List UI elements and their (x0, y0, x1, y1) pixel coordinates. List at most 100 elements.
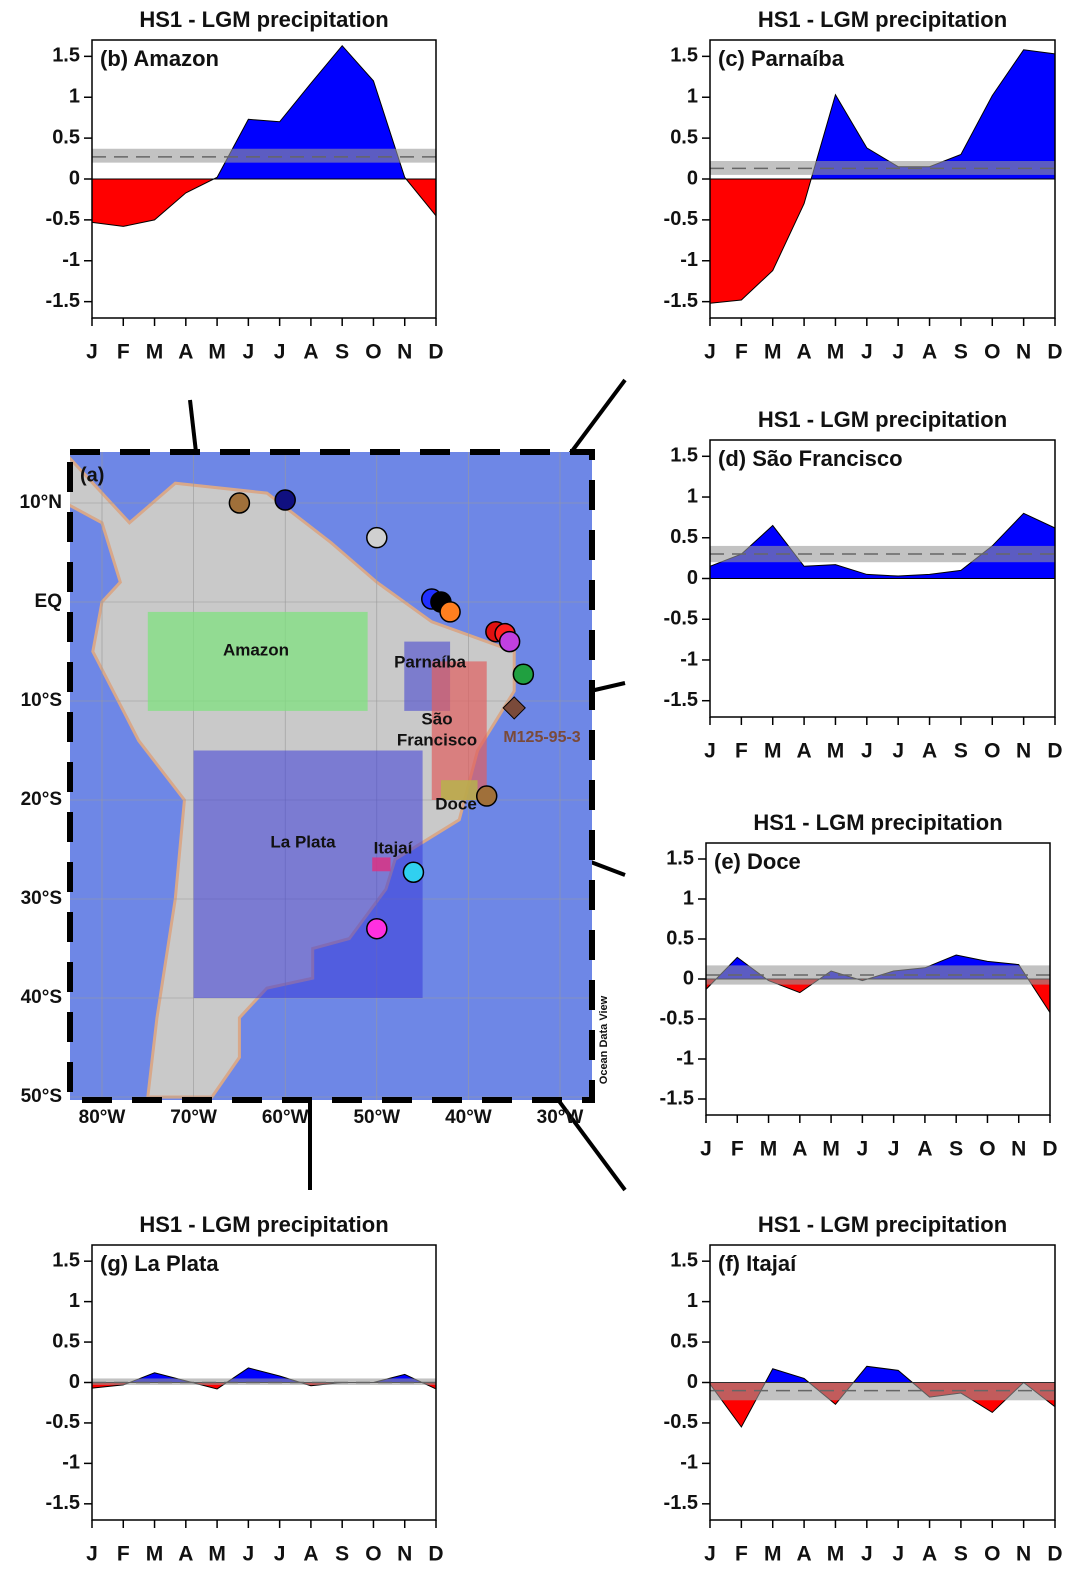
panel: HS1 - LGM precipitation(b) Amazon-1.5-1-… (46, 7, 444, 364)
itajai-box (372, 857, 390, 871)
x-tick-label: J (704, 1543, 716, 1566)
x-tick-label: S (335, 1543, 349, 1566)
chart-title: HS1 - LGM precipitation (758, 1212, 1007, 1237)
x-tick-label: D (1047, 740, 1062, 763)
y-tick-label: -1 (680, 249, 698, 271)
x-tick-label: N (1016, 740, 1031, 763)
x-tick-label: F (735, 1543, 748, 1566)
x-tick-label: S (954, 341, 968, 364)
x-tick-label: M (208, 341, 226, 364)
y-tick-label: 1.5 (52, 45, 80, 67)
x-tick-label: A (922, 740, 937, 763)
site-marker (477, 786, 497, 806)
y-tick-label: 1 (683, 887, 694, 909)
x-tick-label: J (861, 740, 873, 763)
x-tick-label: O (365, 341, 381, 364)
x-tick-label: A (797, 740, 812, 763)
y-tick-label: 0.5 (670, 526, 698, 548)
x-tick-label: N (1016, 341, 1031, 364)
panel: HS1 - LGM precipitation(e) Doce-1.5-1-0.… (660, 810, 1058, 1161)
y-tick-label: -0.5 (664, 208, 698, 230)
x-tick-label: M (760, 1138, 778, 1161)
y-tick-label: -1.5 (660, 1087, 694, 1109)
x-tick-label: A (917, 1138, 932, 1161)
region-label: Francisco (397, 730, 477, 749)
y-tick-label: 0 (69, 1371, 80, 1393)
y-tick-label: 0 (69, 167, 80, 189)
x-tick-label: F (735, 341, 748, 364)
y-tick-label: 1.5 (52, 1249, 80, 1271)
lon-label: 80°W (79, 1107, 126, 1128)
panel: HS1 - LGM precipitation(d) São Francisco… (664, 407, 1063, 763)
y-tick-label: -0.5 (46, 1411, 80, 1433)
y-tick-label: -1.5 (664, 290, 698, 312)
region-label: São (421, 709, 452, 728)
x-tick-label: A (303, 1543, 318, 1566)
lat-label: 30°S (21, 888, 62, 909)
x-tick-label: F (117, 1543, 130, 1566)
y-tick-label: -1.5 (664, 1492, 698, 1514)
x-tick-label: A (922, 341, 937, 364)
panel-label: (b) Amazon (100, 46, 219, 71)
region-label: Doce (435, 794, 477, 813)
y-tick-label: 1.5 (670, 1249, 698, 1271)
x-tick-label: N (397, 1543, 412, 1566)
panel-label: (c) Parnaíba (718, 46, 845, 71)
x-tick-label: A (792, 1138, 807, 1161)
x-tick-label: J (892, 341, 904, 364)
x-tick-label: O (979, 1138, 995, 1161)
y-tick-label: -1 (676, 1047, 694, 1069)
x-tick-label: S (949, 1138, 963, 1161)
y-tick-label: 1 (687, 86, 698, 108)
x-tick-label: M (208, 1543, 226, 1566)
x-tick-label: M (764, 740, 782, 763)
x-tick-label: A (178, 341, 193, 364)
y-tick-label: 1 (687, 1290, 698, 1312)
panel: HS1 - LGM precipitation(f) Itajaí-1.5-1-… (664, 1212, 1063, 1566)
x-tick-label: J (857, 1138, 869, 1161)
x-tick-label: D (428, 341, 443, 364)
uncertainty-band (92, 149, 436, 163)
y-tick-label: 1.5 (666, 847, 694, 869)
chart-title: HS1 - LGM precipitation (139, 1212, 388, 1237)
y-tick-label: 0.5 (52, 126, 80, 148)
region-label: Itajaí (374, 838, 414, 857)
x-tick-label: M (764, 1543, 782, 1566)
panel: HS1 - LGM precipitation(c) Parnaíba-1.5-… (664, 7, 1063, 364)
y-tick-label: -1 (62, 249, 80, 271)
y-tick-label: -1 (62, 1452, 80, 1474)
lon-label: 60°W (262, 1107, 309, 1128)
y-tick-label: 0.5 (670, 1330, 698, 1352)
y-tick-label: -1.5 (46, 290, 80, 312)
positive-area (92, 1368, 436, 1389)
site-marker (403, 862, 423, 882)
figure: (a)10°NEQ10°S20°S30°S40°S50°S80°W70°W60°… (0, 0, 1070, 1573)
x-tick-label: M (827, 1543, 845, 1566)
y-tick-label: 0 (687, 567, 698, 589)
y-tick-label: 0 (687, 1371, 698, 1393)
x-tick-label: J (892, 740, 904, 763)
x-tick-label: A (303, 341, 318, 364)
y-tick-label: 1 (69, 86, 80, 108)
y-tick-label: 0 (683, 967, 694, 989)
lat-label: 50°S (21, 1086, 62, 1107)
y-tick-label: 1.5 (670, 445, 698, 467)
lat-label: 20°S (21, 789, 62, 810)
x-tick-label: M (827, 341, 845, 364)
lon-label: 50°W (353, 1107, 400, 1128)
y-tick-label: -1 (680, 648, 698, 670)
lon-label: 40°W (445, 1107, 492, 1128)
x-tick-label: N (1016, 1543, 1031, 1566)
la-plata-box (194, 751, 423, 999)
x-tick-label: A (797, 1543, 812, 1566)
site-marker (500, 632, 520, 652)
x-tick-label: J (243, 1543, 255, 1566)
site-marker (440, 602, 460, 622)
region-label: La Plata (270, 832, 336, 851)
x-tick-label: M (764, 341, 782, 364)
x-tick-label: M (822, 1138, 840, 1161)
x-tick-label: A (922, 1543, 937, 1566)
x-tick-label: D (1047, 341, 1062, 364)
y-tick-label: -0.5 (660, 1007, 694, 1029)
